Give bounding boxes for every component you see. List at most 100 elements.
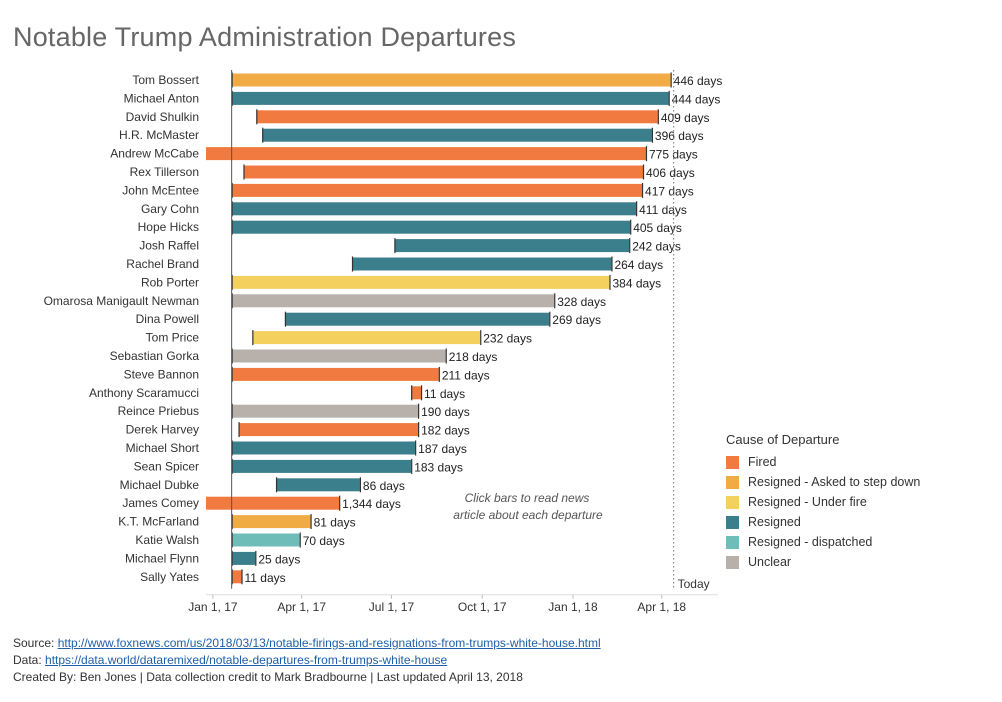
bar-value-label: 444 days bbox=[672, 92, 721, 106]
bar-row: Tom Price 232 days bbox=[146, 330, 532, 346]
bar-value-label: 405 days bbox=[633, 221, 682, 235]
departure-bar[interactable] bbox=[231, 275, 610, 289]
departure-bar[interactable] bbox=[243, 165, 644, 179]
legend-swatch bbox=[726, 515, 739, 529]
bar-row: K.T. McFarland 81 days bbox=[118, 514, 356, 530]
bar-row: Sebastian Gorka 218 days bbox=[110, 348, 498, 364]
departure-bar[interactable] bbox=[276, 478, 360, 492]
bar-row: Sean Spicer 183 days bbox=[134, 458, 463, 474]
departure-bar[interactable] bbox=[231, 570, 242, 584]
bar-value-label: 211 days bbox=[442, 368, 490, 382]
legend-item[interactable]: Resigned bbox=[726, 512, 920, 532]
bar-name-label: Michael Flynn bbox=[125, 551, 199, 565]
departure-bar[interactable] bbox=[352, 257, 612, 271]
departures-bar-chart: Tom Bossert 446 days Michael Anton 444 days… bbox=[44, 70, 723, 614]
bar-value-label: 11 days bbox=[424, 387, 465, 401]
legend-item[interactable]: Fired bbox=[726, 452, 920, 472]
bar-name-label: Omarosa Manigault Newman bbox=[44, 294, 199, 308]
departure-bar[interactable] bbox=[231, 220, 631, 234]
departure-bar[interactable] bbox=[206, 496, 340, 510]
departure-bar[interactable] bbox=[231, 73, 671, 87]
bar-name-label: Katie Walsh bbox=[135, 533, 199, 547]
x-tick-label: Jan 1, 18 bbox=[548, 600, 598, 614]
bar-row: Rachel Brand 264 days bbox=[126, 256, 663, 272]
legend-item[interactable]: Resigned - Asked to step down bbox=[726, 472, 920, 492]
bar-row: James Comey 1,344 days bbox=[122, 495, 401, 511]
bar-value-label: 411 days bbox=[639, 203, 687, 217]
bar-value-label: 232 days bbox=[483, 332, 532, 346]
departure-bar[interactable] bbox=[231, 367, 439, 381]
source-link[interactable]: http://www.foxnews.com/us/2018/03/13/not… bbox=[57, 636, 601, 650]
bar-name-label: Anthony Scaramucci bbox=[89, 386, 199, 400]
data-link[interactable]: https://data.world/dataremixed/notable-d… bbox=[45, 653, 448, 667]
bar-value-label: 11 days bbox=[245, 571, 286, 585]
bar-value-label: 86 days bbox=[363, 479, 405, 493]
bar-value-label: 409 days bbox=[661, 111, 710, 125]
bar-value-label: 182 days bbox=[421, 424, 470, 438]
bar-value-label: 264 days bbox=[614, 258, 663, 272]
bar-name-label: Tom Bossert bbox=[132, 73, 199, 87]
x-tick-label: Apr 1, 17 bbox=[277, 600, 326, 614]
bar-value-label: 70 days bbox=[303, 534, 345, 548]
bar-value-label: 25 days bbox=[258, 552, 300, 566]
departure-bar[interactable] bbox=[231, 459, 412, 473]
legend-item[interactable]: Resigned - Under fire bbox=[726, 492, 920, 512]
bar-name-label: Sally Yates bbox=[140, 570, 199, 584]
bar-row: Anthony Scaramucci 11 days bbox=[89, 385, 465, 401]
departure-bar[interactable] bbox=[206, 147, 646, 161]
x-tick-label: Apr 1, 18 bbox=[637, 600, 686, 614]
bar-row: John McEntee 417 days bbox=[122, 182, 694, 198]
bar-row: Michael Flynn 25 days bbox=[125, 550, 300, 566]
today-label: Today bbox=[678, 577, 710, 591]
bar-value-label: 183 days bbox=[414, 460, 463, 474]
departure-bar[interactable] bbox=[231, 533, 300, 547]
departure-bar[interactable] bbox=[231, 91, 669, 105]
bar-row: Steve Bannon 211 days bbox=[124, 366, 490, 382]
bar-name-label: Steve Bannon bbox=[124, 367, 199, 381]
departure-bar[interactable] bbox=[238, 423, 419, 437]
page-title: Notable Trump Administration Departures bbox=[13, 22, 517, 52]
bar-row: Omarosa Manigault Newman 328 days bbox=[44, 293, 606, 309]
bar-row: Rex Tillerson 406 days bbox=[130, 164, 695, 180]
departure-bar[interactable] bbox=[231, 441, 416, 455]
bar-value-label: 417 days bbox=[645, 184, 694, 198]
departure-bar[interactable] bbox=[394, 239, 630, 253]
bar-name-label: Andrew McCabe bbox=[110, 147, 199, 161]
departure-bar[interactable] bbox=[231, 515, 311, 529]
bar-name-label: Dina Powell bbox=[136, 312, 199, 326]
departure-bar[interactable] bbox=[252, 331, 481, 345]
x-tick-label: Jan 1, 17 bbox=[188, 600, 238, 614]
data-prefix: Data: bbox=[13, 653, 46, 667]
departure-bar[interactable] bbox=[284, 312, 550, 326]
x-tick-label: Oct 1, 17 bbox=[458, 600, 507, 614]
bar-value-label: 1,344 days bbox=[342, 497, 401, 511]
bar-name-label: Gary Cohn bbox=[141, 202, 199, 216]
bar-name-label: David Shulkin bbox=[126, 110, 199, 124]
bar-row: Tom Bossert 446 days bbox=[132, 72, 723, 88]
legend-item[interactable]: Unclear bbox=[726, 552, 920, 572]
departure-bar[interactable] bbox=[262, 128, 652, 142]
departure-bar[interactable] bbox=[411, 386, 422, 400]
bar-value-label: 446 days bbox=[674, 74, 723, 88]
departure-bar[interactable] bbox=[256, 110, 658, 124]
departure-bar[interactable] bbox=[231, 294, 555, 308]
annotation-line-1: Click bars to read news bbox=[465, 491, 590, 505]
legend-item[interactable]: Resigned - dispatched bbox=[726, 532, 920, 552]
bar-value-label: 242 days bbox=[632, 240, 681, 254]
bar-name-label: Rob Porter bbox=[141, 275, 199, 289]
bar-value-label: 218 days bbox=[449, 350, 498, 364]
legend-swatch bbox=[726, 475, 739, 489]
departure-bar[interactable] bbox=[231, 183, 643, 197]
bar-value-label: 269 days bbox=[552, 313, 601, 327]
departure-bar[interactable] bbox=[231, 551, 256, 565]
bar-row: Sally Yates 11 days bbox=[140, 569, 286, 585]
departure-bar[interactable] bbox=[231, 404, 419, 418]
bar-name-label: Michael Dubke bbox=[120, 478, 200, 492]
bar-value-label: 396 days bbox=[655, 129, 704, 143]
credit-line: Created By: Ben Jones | Data collection … bbox=[13, 670, 523, 684]
bar-row: Michael Anton 444 days bbox=[124, 90, 721, 106]
bar-name-label: Michael Anton bbox=[124, 91, 199, 105]
bar-row: Reince Priebus 190 days bbox=[118, 403, 470, 419]
departure-bar[interactable] bbox=[231, 202, 637, 216]
departure-bar[interactable] bbox=[231, 349, 446, 363]
